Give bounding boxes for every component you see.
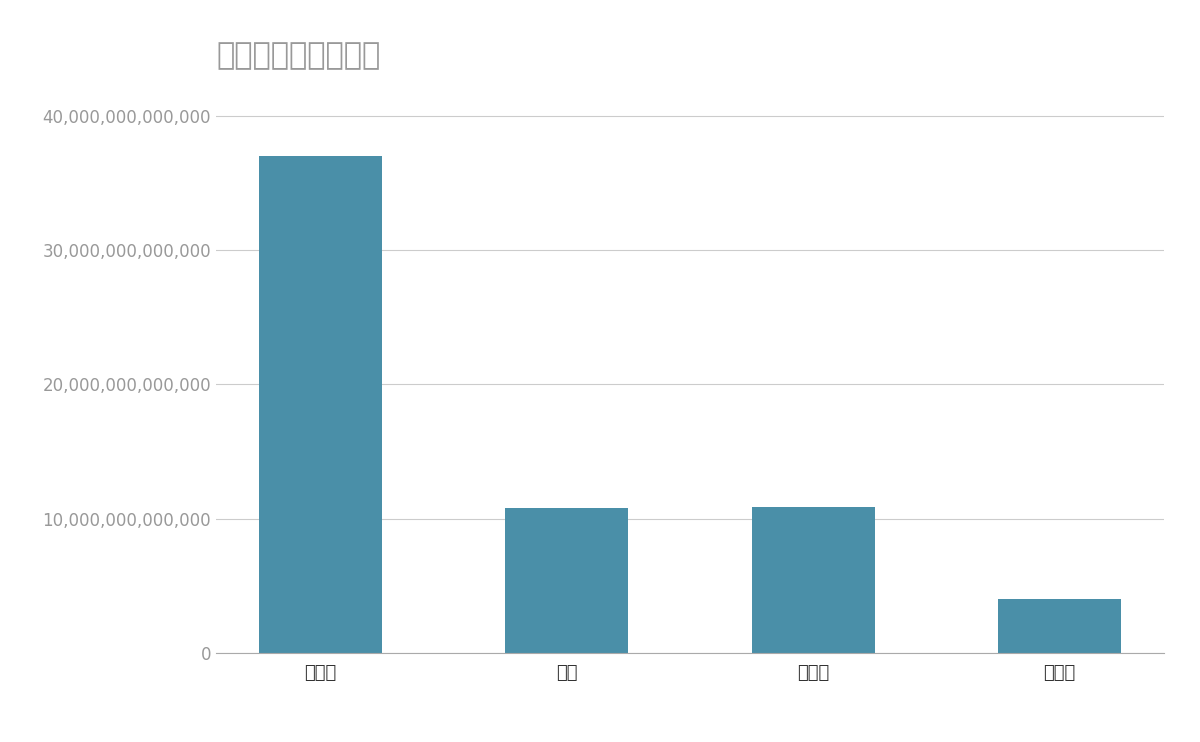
Bar [259, 156, 383, 653]
Text: 競合含む年間売上高: 競合含む年間売上高 [216, 41, 380, 70]
Bar [505, 508, 629, 653]
Bar [751, 507, 875, 653]
Bar [997, 600, 1121, 653]
